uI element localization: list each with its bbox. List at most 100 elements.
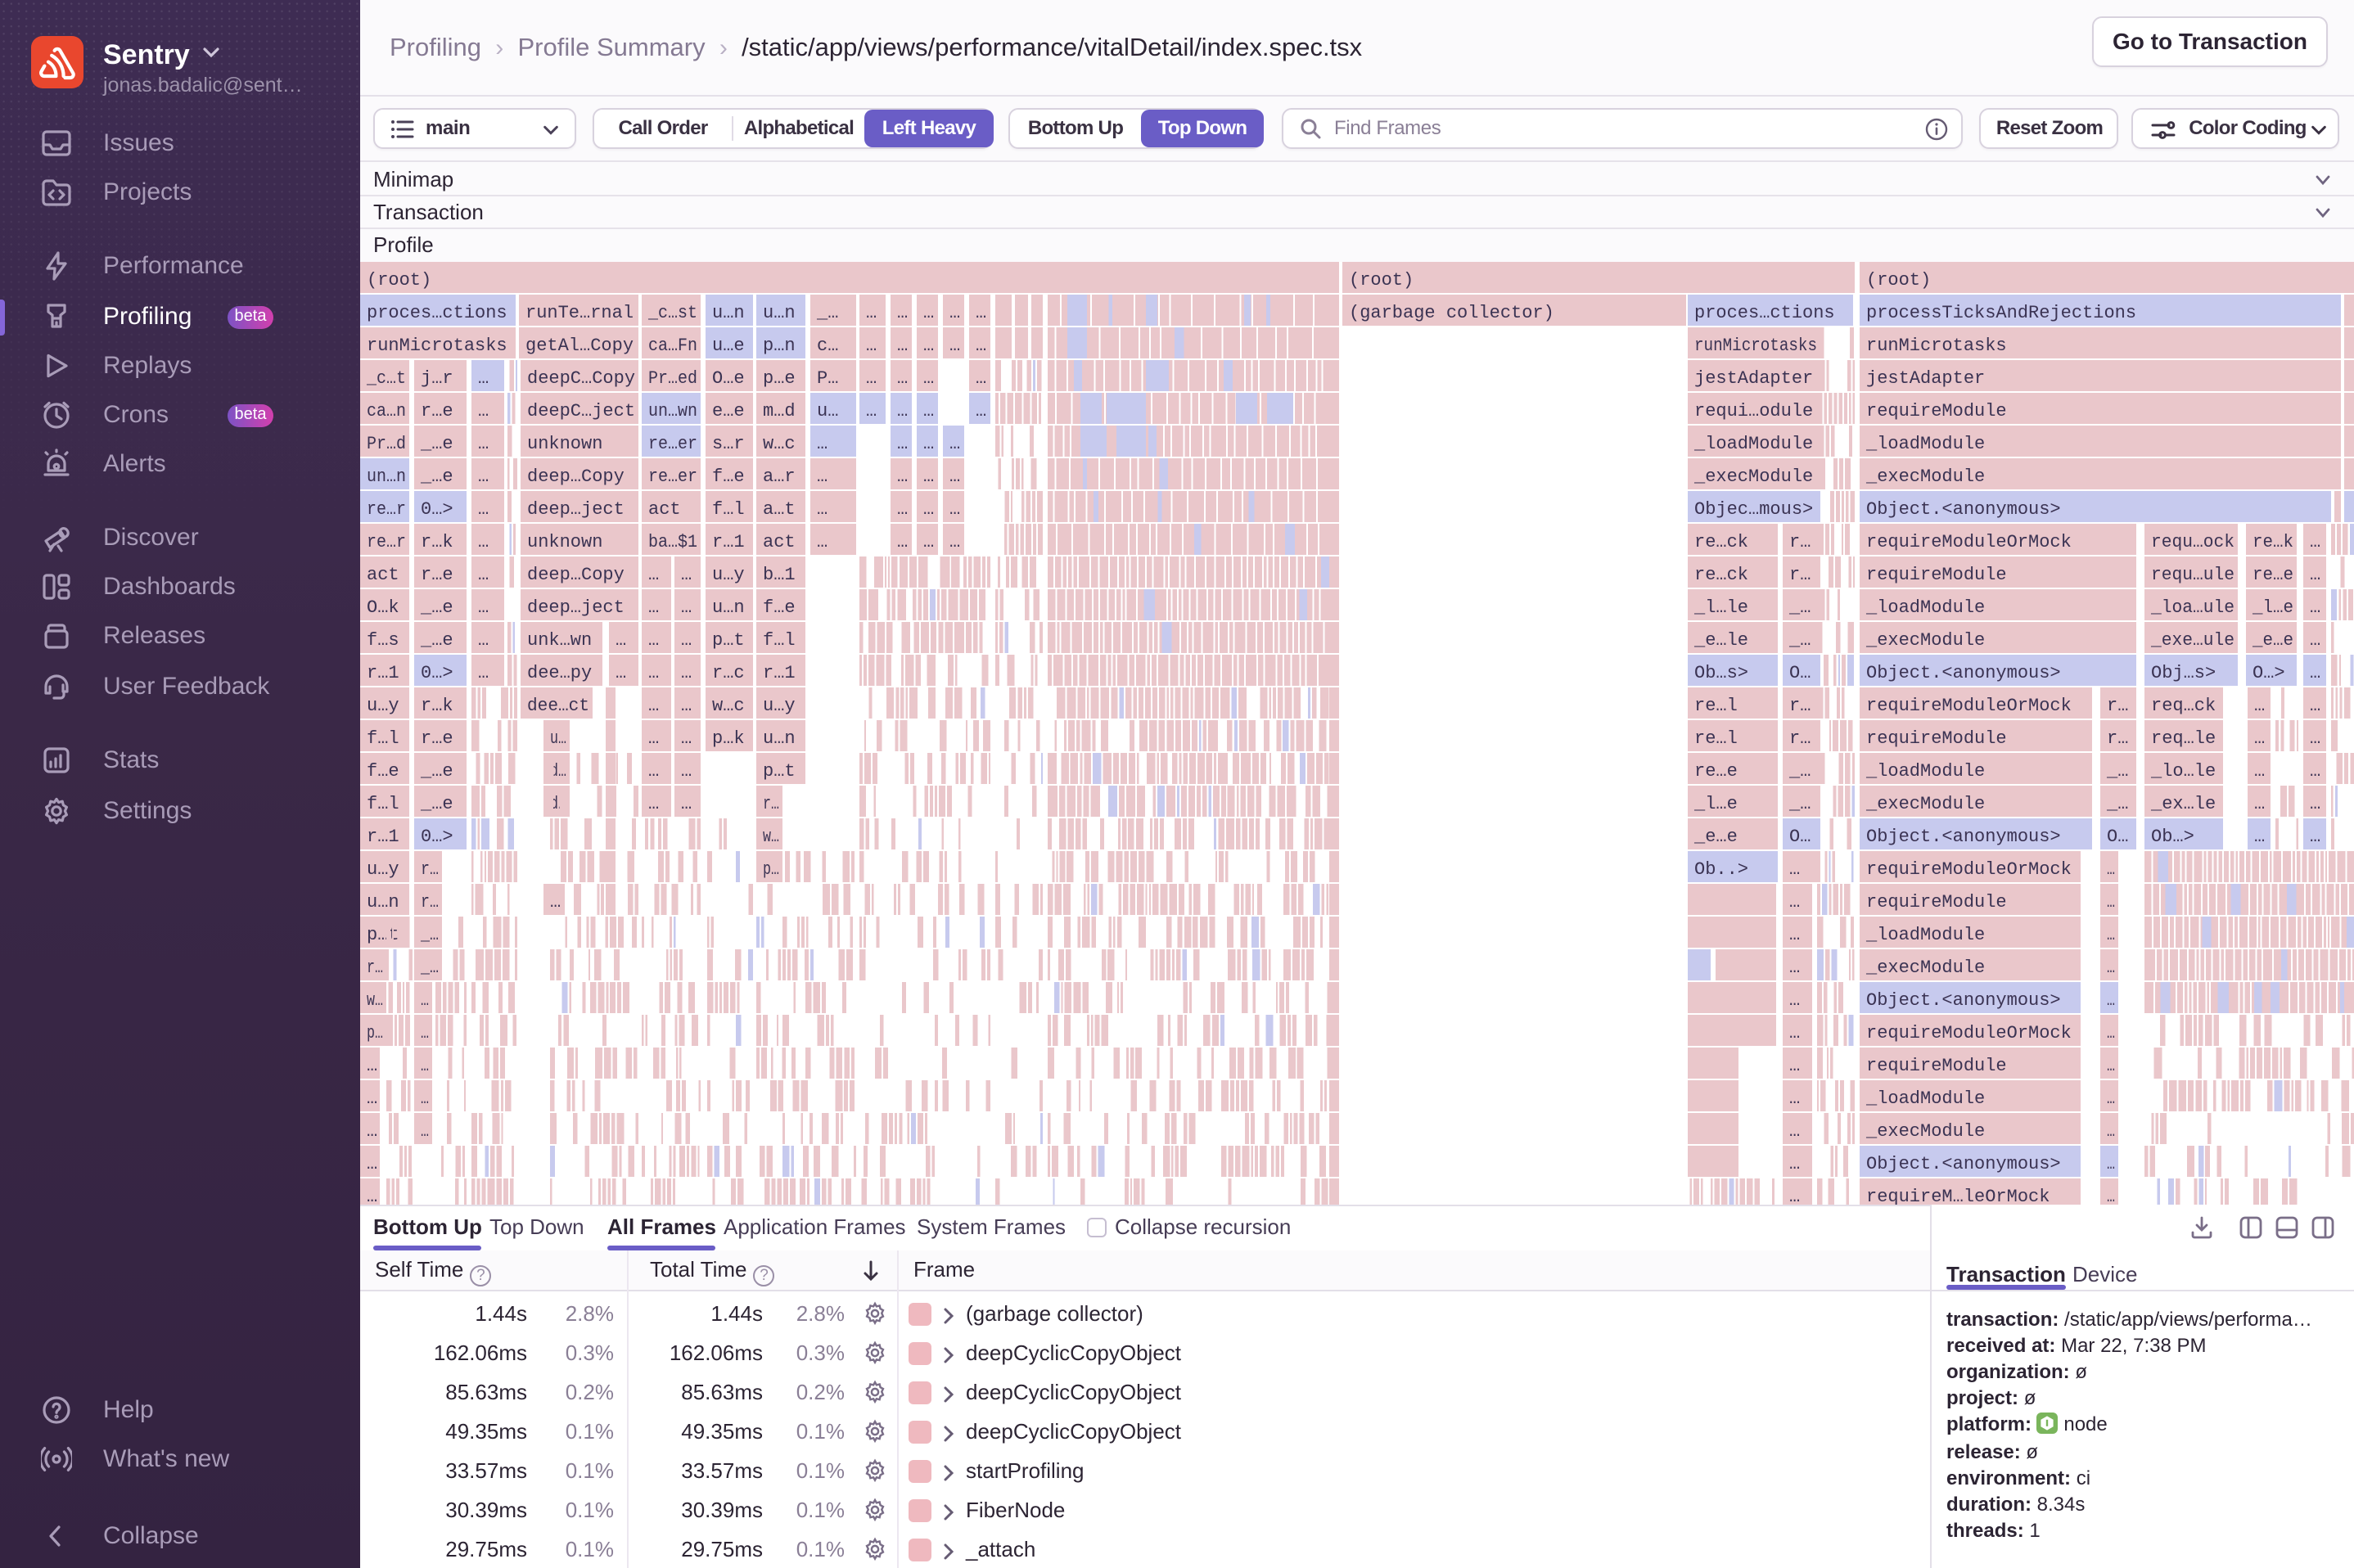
svg-text:r…: r… [1789, 565, 1811, 585]
svg-text:re…r: re…r [367, 499, 406, 520]
svg-text:p…t: p…t [367, 925, 399, 945]
svg-text:…: … [897, 368, 908, 389]
svg-text:…: … [478, 597, 489, 618]
svg-text:r…1: r…1 [763, 663, 796, 683]
svg-text:unk…wn: unk…wn [527, 630, 592, 651]
svg-text:u…y: u…y [367, 696, 399, 716]
svg-text:u…n: u…n [367, 892, 399, 912]
svg-text:…: … [367, 1088, 377, 1109]
svg-text:Object.<anonymous>: Object.<anonymous> [1866, 990, 2061, 1011]
svg-text:…: … [923, 303, 934, 323]
svg-text:…: … [1789, 892, 1800, 912]
svg-text:…: … [897, 532, 908, 552]
svg-text:dee…py: dee…py [527, 663, 592, 683]
svg-text:O…k: O…k [367, 597, 399, 618]
svg-text:…: … [367, 1121, 377, 1142]
svg-text:w…: w… [367, 990, 383, 1011]
svg-text:…: … [681, 696, 692, 716]
svg-text:r…k: r…k [421, 532, 453, 552]
svg-text:f…l: f…l [367, 794, 399, 814]
svg-text:_…: _… [1788, 597, 1811, 618]
svg-text:…: … [2107, 990, 2115, 1011]
svg-text:un…n: un…n [367, 466, 406, 487]
svg-text:processTicksAndRejections: processTicksAndRejections [1866, 303, 2136, 323]
svg-text:requ…ock: requ…ock [2151, 532, 2234, 552]
svg-text:_e…e: _e…e [1693, 827, 1738, 847]
svg-text:…: … [1789, 1154, 1800, 1174]
svg-text:_loadModule: _loadModule [1865, 1088, 1985, 1109]
svg-text:getAl…Copy: getAl…Copy [525, 336, 634, 356]
svg-text:p…n: p…n [763, 336, 796, 356]
svg-text:_…: _… [1788, 794, 1811, 814]
svg-text:_…e: _…e [420, 597, 453, 618]
svg-text:…: … [681, 565, 692, 585]
svg-text:…: … [478, 434, 489, 454]
svg-text:m…d: m…d [763, 401, 796, 421]
svg-text:…: … [421, 990, 429, 1011]
svg-text:u…y: u…y [763, 696, 796, 716]
svg-text:…: … [897, 466, 908, 487]
svg-text:req…ck: req…ck [2151, 696, 2216, 716]
svg-text:_…: _… [2106, 794, 2128, 814]
svg-text:f…e: f…e [367, 761, 399, 782]
svg-text:runTe…rnal: runTe…rnal [525, 303, 634, 323]
svg-text:O…: O… [2107, 827, 2128, 847]
svg-text:…: … [897, 303, 908, 323]
svg-text:…: … [478, 499, 489, 520]
svg-text:u…n: u…n [763, 728, 796, 749]
svg-text:…: … [1789, 1056, 1800, 1076]
svg-text:…: … [1789, 990, 1800, 1011]
svg-text:O…: O… [1789, 827, 1811, 847]
svg-text:…: … [976, 336, 986, 356]
svg-text:…: … [1789, 1187, 1800, 1205]
svg-text:f…e: f…e [763, 597, 796, 618]
svg-text:…: … [923, 499, 934, 520]
svg-text:…: … [648, 761, 659, 782]
svg-text:…: … [648, 630, 659, 651]
svg-text:r…1: r…1 [367, 663, 399, 683]
svg-text:p…t: p…t [763, 761, 796, 782]
svg-text:…: … [648, 565, 659, 585]
svg-text:e…e: e…e [712, 401, 745, 421]
svg-text:r…c: r…c [712, 663, 745, 683]
svg-text:u…n: u…n [712, 597, 745, 618]
svg-text:r…: r… [2107, 728, 2128, 749]
svg-text:u…y: u…y [712, 565, 745, 585]
svg-text:r…1: r…1 [712, 532, 745, 552]
svg-text:…: … [949, 499, 960, 520]
svg-text:a…r: a…r [763, 466, 796, 487]
svg-text:_…: _… [420, 957, 439, 978]
svg-text:…: … [2254, 696, 2265, 716]
svg-text:…: … [648, 728, 659, 749]
svg-text:re…l: re…l [1694, 728, 1738, 749]
svg-text:w…c: w…c [712, 696, 745, 716]
svg-text:…: … [949, 532, 960, 552]
svg-text:u…: u… [817, 401, 838, 421]
svg-text:…: … [817, 499, 828, 520]
svg-text:…: … [681, 761, 692, 782]
svg-text:s…r: s…r [712, 434, 745, 454]
svg-text:req…le: req…le [2151, 728, 2216, 749]
svg-text:deep…ject: deep…ject [527, 597, 625, 618]
svg-text:…: … [923, 466, 934, 487]
svg-text:requi…odule: requi…odule [1694, 401, 1813, 421]
svg-text:…: … [2310, 728, 2320, 749]
svg-text:unknown: unknown [527, 434, 602, 454]
svg-text:p…e: p…e [763, 368, 796, 389]
svg-text:O…: O… [1789, 663, 1811, 683]
svg-text:…: … [681, 728, 692, 749]
svg-text:_l…e: _l…e [2252, 597, 2293, 618]
svg-text:_l…le: _l…le [1693, 597, 1748, 618]
svg-text:P…: P… [817, 368, 838, 389]
svg-text:…: … [866, 401, 877, 421]
svg-text:ca…n: ca…n [367, 401, 406, 421]
svg-text:re…k: re…k [2253, 532, 2293, 552]
svg-text:_loadModule: _loadModule [1865, 761, 1985, 782]
svg-text:(root): (root) [1349, 270, 1414, 291]
svg-text:_…: _… [1788, 630, 1811, 651]
svg-text:_loadModule: _loadModule [1865, 597, 1985, 618]
svg-text:a…t: a…t [763, 499, 796, 520]
svg-text:…: … [897, 336, 908, 356]
svg-text:…: … [2107, 1187, 2115, 1205]
svg-text:…: … [2310, 761, 2320, 782]
